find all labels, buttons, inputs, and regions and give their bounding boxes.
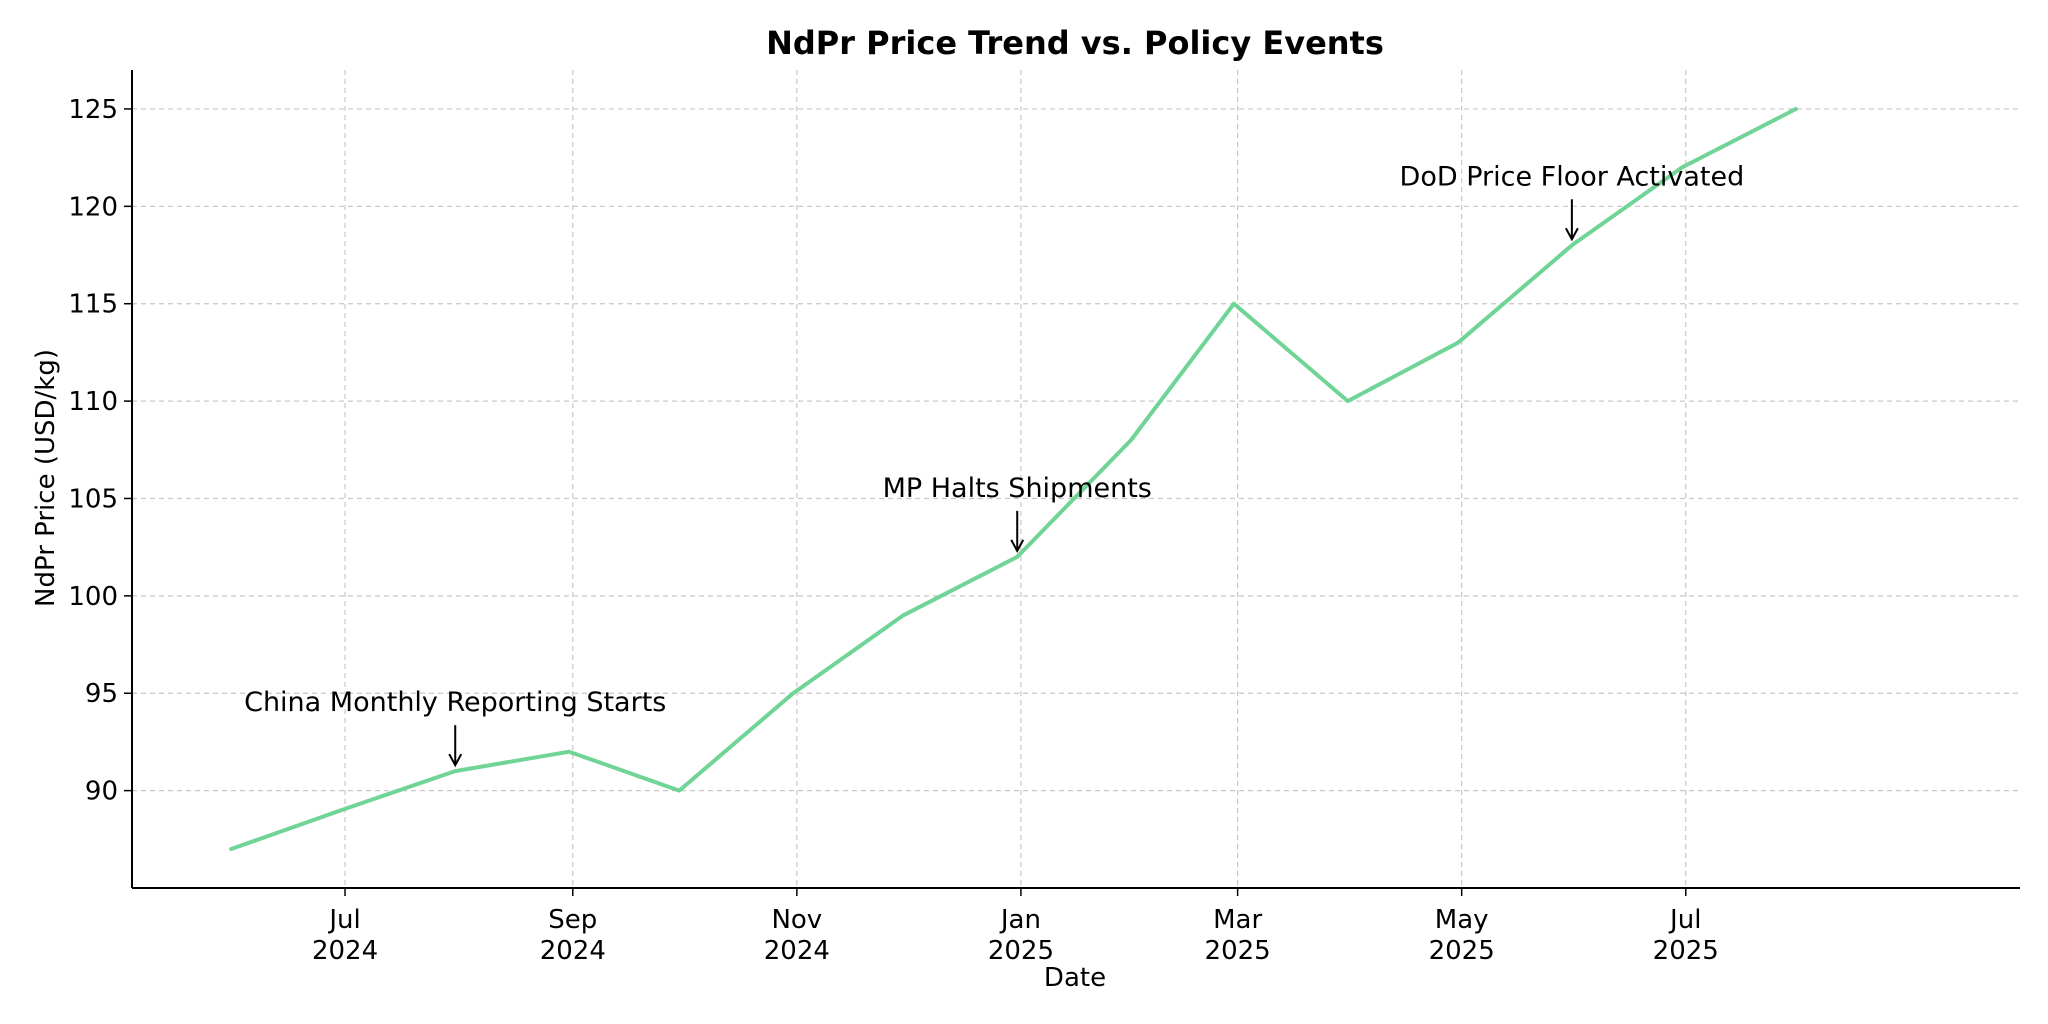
x-tick-label-month: Jul (1668, 905, 1701, 935)
y-tick-label: 105 (68, 484, 118, 514)
annotation-label: MP Halts Shipments (883, 473, 1152, 504)
x-tick-label-month: May (1435, 905, 1489, 935)
grid-lines (132, 70, 2020, 888)
x-tick-label-year: 2024 (764, 936, 830, 966)
y-tick-label: 95 (85, 679, 118, 709)
annotation-arrow-head (448, 753, 463, 768)
y-tick-label: 125 (68, 95, 118, 125)
annotation-arrow-head (1564, 227, 1579, 242)
annotations-group: China Monthly Reporting Starts MP Halts S… (244, 161, 1745, 768)
x-tick-label-year: 2025 (1205, 936, 1271, 966)
y-tick-label: 90 (85, 777, 118, 807)
chart-title: NdPr Price Trend vs. Policy Events (766, 24, 1384, 62)
y-axis-ticks: 90 95 100 105 110 115 120 125 (68, 95, 132, 807)
y-axis-label: NdPr Price (USD/kg) (31, 349, 61, 607)
x-axis-ticks: Jul2024Sep2024Nov2024Jan2025Mar2025May20… (312, 888, 1719, 966)
x-tick-label-month: Jan (999, 905, 1041, 935)
annotation-arrow-head (1010, 539, 1025, 553)
x-axis-label: Date (1044, 963, 1106, 993)
x-tick-label-year: 2024 (540, 936, 606, 966)
x-tick-label-year: 2025 (1653, 936, 1719, 966)
x-tick-label-year: 2024 (312, 936, 378, 966)
x-tick-label-month: Sep (548, 905, 597, 935)
y-tick-label: 120 (68, 192, 118, 222)
y-tick-label: 100 (68, 582, 118, 612)
series-group (229, 107, 1798, 851)
annotation: China Monthly Reporting Starts (244, 687, 666, 768)
x-tick-label-month: Nov (771, 905, 822, 935)
price-series-line (229, 107, 1798, 851)
x-tick-label-year: 2025 (1429, 936, 1495, 966)
annotation: DoD Price Floor Activated (1400, 161, 1745, 242)
x-tick-label-month: Jul (327, 905, 360, 935)
x-tick-label-year: 2025 (988, 936, 1054, 966)
annotation-label: China Monthly Reporting Starts (244, 687, 666, 718)
annotation: MP Halts Shipments (883, 473, 1152, 553)
x-tick-label-month: Mar (1213, 905, 1262, 935)
y-tick-label: 115 (68, 290, 118, 320)
annotation-label: DoD Price Floor Activated (1400, 161, 1745, 192)
y-tick-label: 110 (68, 387, 118, 417)
